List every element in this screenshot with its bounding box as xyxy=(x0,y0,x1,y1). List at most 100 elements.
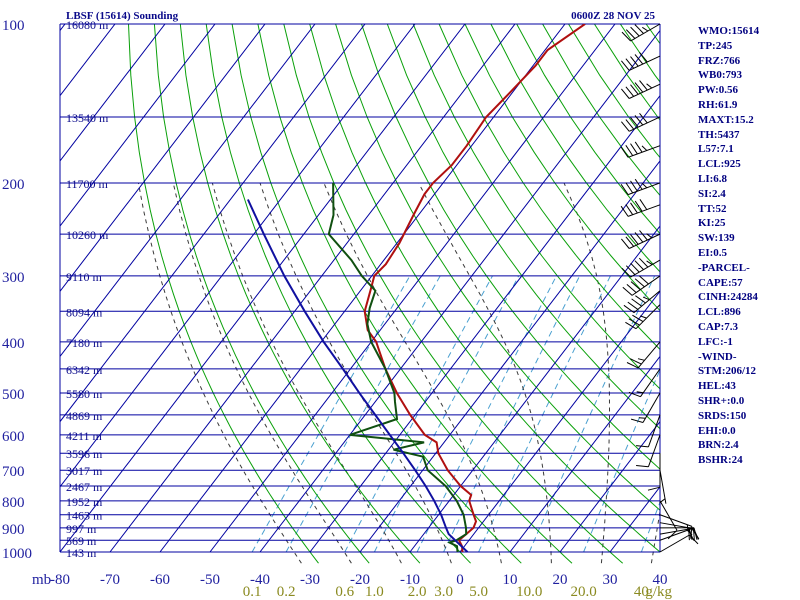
wind-barb-feather xyxy=(631,298,642,307)
height-label: 10260 m xyxy=(66,228,109,242)
mixing-ratio-label: 20.0 xyxy=(570,584,596,600)
pressure-tick-label: 300 xyxy=(2,270,25,286)
temperature-tick-label: -50 xyxy=(200,572,220,588)
wind-barb-feather xyxy=(630,117,639,128)
wind-barb-feather xyxy=(625,321,637,330)
mixing-ratio-label: 40 xyxy=(634,584,649,600)
moist-adiabat-line xyxy=(563,182,610,564)
wind-barb xyxy=(621,230,661,249)
wind-barb-feather xyxy=(634,24,644,34)
pressure-tick-label: 500 xyxy=(2,387,25,403)
wind-barb xyxy=(626,341,661,369)
height-label: 16080 m xyxy=(66,18,109,32)
wind-barb-feather xyxy=(625,119,635,130)
sounding-index: KI:25 xyxy=(698,217,726,230)
wind-barb xyxy=(659,470,667,504)
isotherm-line xyxy=(60,24,316,358)
dry-adiabat-line xyxy=(128,24,319,564)
moist-adiabat-line xyxy=(259,182,452,564)
wind-barb-feather xyxy=(630,202,638,214)
wind-barb-feather xyxy=(636,465,649,468)
wind-barb xyxy=(636,414,661,448)
isotherm-line xyxy=(459,290,660,553)
temperature-tick-label: 20 xyxy=(553,572,568,588)
wind-barb-staff xyxy=(637,341,661,369)
wind-barb xyxy=(625,304,661,330)
sounding-index: EI:0.5 xyxy=(698,246,728,259)
wind-barb-feather xyxy=(620,146,629,158)
height-label: 4869 m xyxy=(66,409,103,423)
wind-barb xyxy=(636,434,661,468)
wind-barb-staff xyxy=(627,145,661,158)
wind-barb-staff xyxy=(659,514,693,527)
sounding-index: SHR+:0.0 xyxy=(698,394,745,407)
wind-barb-feather xyxy=(630,262,640,273)
wind-barb-feather xyxy=(630,84,639,95)
temperature-tick-label: -60 xyxy=(150,572,170,588)
sounding-index: SI:2.4 xyxy=(698,187,726,200)
wind-barb-staff xyxy=(635,304,661,330)
wind-barb xyxy=(621,52,661,71)
wind-barb-feather xyxy=(640,315,647,319)
wind-barb-feather xyxy=(630,56,639,67)
wind-barb xyxy=(621,80,661,99)
isotherm-line xyxy=(259,29,660,553)
pressure-tick-label: 900 xyxy=(2,522,25,538)
wind-barb-feather xyxy=(623,304,635,314)
wind-barb xyxy=(621,257,661,278)
wind-barb xyxy=(622,275,661,296)
mixing-ratio-line xyxy=(443,275,581,553)
wind-barb-staff xyxy=(659,528,693,541)
sounding-index: TH:5437 xyxy=(698,128,740,141)
height-label: 3017 m xyxy=(66,464,103,478)
wind-barb-feather xyxy=(621,88,630,99)
sounding-index: SRDS:150 xyxy=(698,409,747,422)
wind-barb-feather xyxy=(639,199,648,210)
wind-barb-staff xyxy=(631,275,661,296)
wind-barb-feather xyxy=(630,26,640,37)
wind-barb-staff xyxy=(627,204,661,217)
wind-barb-staff xyxy=(628,233,661,249)
dry-adiabat-line xyxy=(490,24,660,273)
sounding-index: MAXT:15.2 xyxy=(698,113,754,126)
height-label: 11700 m xyxy=(66,177,109,191)
temperature-tick-label: 10 xyxy=(503,572,518,588)
dewpoint-trace xyxy=(327,182,468,553)
wind-barb-staff xyxy=(630,23,661,42)
wind-barb-feather xyxy=(639,52,648,63)
wind-barb-feather xyxy=(635,295,646,304)
sounding-index: CAPE:57 xyxy=(698,276,743,289)
mixing-ratio-label: 10.0 xyxy=(516,584,542,600)
temperature-trace xyxy=(363,24,586,553)
height-label: 143 m xyxy=(66,546,97,560)
wind-barb-staff xyxy=(628,116,661,132)
parcel-trace xyxy=(246,199,469,553)
wind-barbs xyxy=(620,23,700,553)
sounding-index: LFC:-1 xyxy=(698,335,733,348)
wind-barb-feather xyxy=(620,205,629,217)
wind-barb-feather xyxy=(630,234,639,245)
sounding-index: CAP:7.3 xyxy=(698,320,739,333)
sounding-index: LCL:925 xyxy=(698,158,741,171)
sounding-index: L57:7.1 xyxy=(698,143,734,156)
wind-barb-feather xyxy=(689,534,699,545)
wind-barb-feather xyxy=(625,204,634,215)
wind-barb-feather xyxy=(646,83,653,89)
chart-title: LBSF (15614) Sounding xyxy=(66,10,179,22)
isotherm-line xyxy=(109,24,516,553)
sounding-index: STM:206/12 xyxy=(698,365,757,378)
moist-adiabats xyxy=(137,182,660,564)
mixing-ratio-unit: g/kg xyxy=(645,584,672,600)
sounding-index: -WIND- xyxy=(698,350,737,363)
dry-adiabat-line xyxy=(153,24,370,564)
wind-barb-feather xyxy=(638,257,649,268)
wind-barb-feather xyxy=(625,86,635,97)
wind-barb-feather xyxy=(626,362,639,369)
isotherm-line xyxy=(60,24,466,553)
height-label: 3596 m xyxy=(66,447,103,461)
wind-barb-feather xyxy=(634,141,643,153)
valid-time: 0600Z 28 NOV 25 xyxy=(571,10,655,22)
sounding-index: SW:139 xyxy=(698,232,735,245)
sounding-index: LCL:896 xyxy=(698,306,741,319)
dry-adiabat-line xyxy=(464,24,660,312)
